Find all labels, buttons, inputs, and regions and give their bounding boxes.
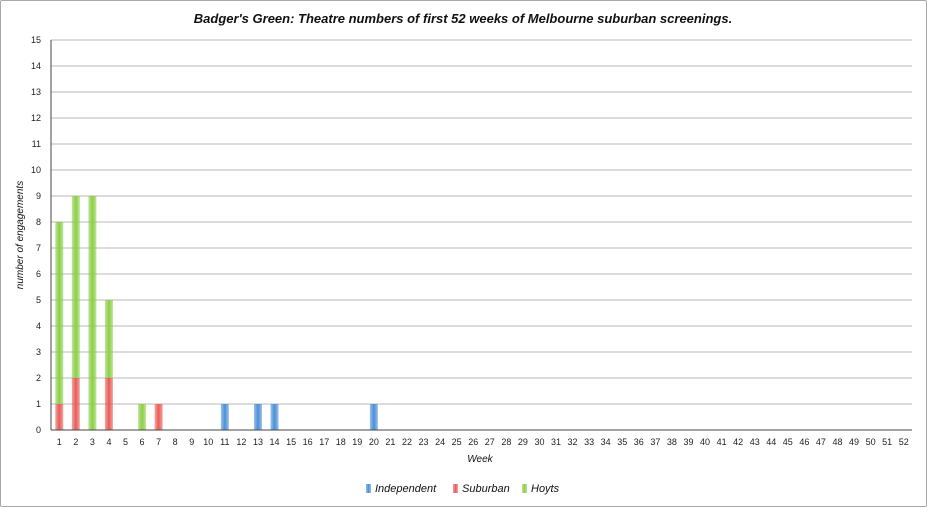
y-tick-label: 6 <box>36 269 41 279</box>
x-tick-label: 36 <box>634 437 644 447</box>
legend-label-suburban: Suburban <box>462 483 510 495</box>
legend-swatch-independent <box>366 484 371 493</box>
x-tick-label: 7 <box>156 437 161 447</box>
x-tick-label: 30 <box>534 437 544 447</box>
x-tick-label: 51 <box>882 437 892 447</box>
x-tick-label: 31 <box>551 437 561 447</box>
bar-hoyts-week-6 <box>138 404 147 430</box>
bar-hoyts-week-1 <box>55 222 64 404</box>
y-tick-label: 8 <box>36 217 41 227</box>
legend-swatch-hoyts <box>522 484 527 493</box>
x-tick-label: 6 <box>140 437 145 447</box>
x-tick-label: 24 <box>435 437 445 447</box>
bars <box>55 196 378 430</box>
y-tick-label: 3 <box>36 347 41 357</box>
x-tick-label: 37 <box>650 437 660 447</box>
y-tick-label: 7 <box>36 243 41 253</box>
x-tick-label: 14 <box>270 437 280 447</box>
x-tick-label: 20 <box>369 437 379 447</box>
y-tick-label: 5 <box>36 295 41 305</box>
x-tick-label: 21 <box>385 437 395 447</box>
x-tick-label: 2 <box>73 437 78 447</box>
bar-suburban-week-2 <box>71 378 80 430</box>
bar-suburban-week-7 <box>154 404 163 430</box>
x-tick-label: 49 <box>849 437 859 447</box>
y-tick-label: 1 <box>36 399 41 409</box>
x-tick-label: 34 <box>601 437 611 447</box>
gridlines <box>51 39 912 405</box>
x-tick-label: 43 <box>750 437 760 447</box>
chart-title: Badger's Green: Theatre numbers of first… <box>194 11 732 26</box>
x-tick-label: 18 <box>336 437 346 447</box>
legend-label-hoyts: Hoyts <box>531 483 560 495</box>
x-tick-label: 15 <box>286 437 296 447</box>
x-tick-label: 23 <box>419 437 429 447</box>
x-tick-label: 39 <box>683 437 693 447</box>
y-tick-label: 15 <box>31 35 41 45</box>
x-tick-label: 22 <box>402 437 412 447</box>
legend-label-independent: Independent <box>375 483 437 495</box>
bar-suburban-week-4 <box>104 378 113 430</box>
x-tick-label: 47 <box>816 437 826 447</box>
x-tick-label: 3 <box>90 437 95 447</box>
y-tick-label: 12 <box>31 113 41 123</box>
y-axis-label: number of engagements <box>15 181 26 289</box>
y-tick-label: 10 <box>31 165 41 175</box>
x-tick-label: 5 <box>123 437 128 447</box>
x-tick-label: 13 <box>253 437 263 447</box>
bar-hoyts-week-3 <box>88 196 97 430</box>
x-tick-label: 4 <box>106 437 111 447</box>
y-tick-label: 11 <box>32 139 41 149</box>
x-tick-label: 45 <box>783 437 793 447</box>
bar-hoyts-week-2 <box>71 196 80 378</box>
x-tick-label: 1 <box>57 437 62 447</box>
y-tick-label: 4 <box>36 321 41 331</box>
x-tick-label: 12 <box>236 437 246 447</box>
x-tick-label: 17 <box>319 437 329 447</box>
bar-independent-week-20 <box>369 404 378 430</box>
bar-suburban-week-1 <box>55 404 64 430</box>
x-tick-label: 16 <box>303 437 313 447</box>
x-tick-label: 26 <box>468 437 478 447</box>
y-tick-label: 2 <box>36 373 41 383</box>
x-tick-label: 42 <box>733 437 743 447</box>
x-tick-label: 41 <box>717 437 727 447</box>
x-tick-label: 29 <box>518 437 528 447</box>
x-tick-label: 8 <box>173 437 178 447</box>
x-tick-label: 11 <box>220 437 229 447</box>
legend: Independent Suburban Hoyts <box>366 483 560 495</box>
x-tick-label: 25 <box>452 437 462 447</box>
bar-independent-week-14 <box>270 404 279 430</box>
x-tick-label: 27 <box>485 437 495 447</box>
x-tick-label: 9 <box>189 437 194 447</box>
x-tick-label: 28 <box>501 437 511 447</box>
x-tick-label: 19 <box>352 437 362 447</box>
y-tick-label: 9 <box>36 191 41 201</box>
bar-independent-week-13 <box>253 404 262 430</box>
x-tick-label: 46 <box>799 437 809 447</box>
bar-independent-week-11 <box>220 404 229 430</box>
x-tick-label: 35 <box>617 437 627 447</box>
x-tick-label: 52 <box>899 437 909 447</box>
x-tick-label: 40 <box>700 437 710 447</box>
x-axis-label: Week <box>467 454 493 465</box>
x-tick-label: 48 <box>832 437 842 447</box>
x-tick-label: 38 <box>667 437 677 447</box>
legend-swatch-suburban <box>453 484 458 493</box>
bar-hoyts-week-4 <box>104 300 113 378</box>
x-tick-label: 33 <box>584 437 594 447</box>
y-tick-label: 14 <box>31 61 41 71</box>
x-tick-label: 10 <box>203 437 213 447</box>
x-tick-label: 50 <box>866 437 876 447</box>
x-tick-labels: 1 2 3 4 5 6 7 8 9 10 11 12 13 14 15 16 17 18 19 20 21 22 23 24 2… <box>57 437 909 447</box>
y-tick-label: 0 <box>36 425 41 435</box>
x-tick-label: 32 <box>568 437 578 447</box>
x-tick-label: 44 <box>766 437 776 447</box>
y-tick-label: 13 <box>31 87 41 97</box>
